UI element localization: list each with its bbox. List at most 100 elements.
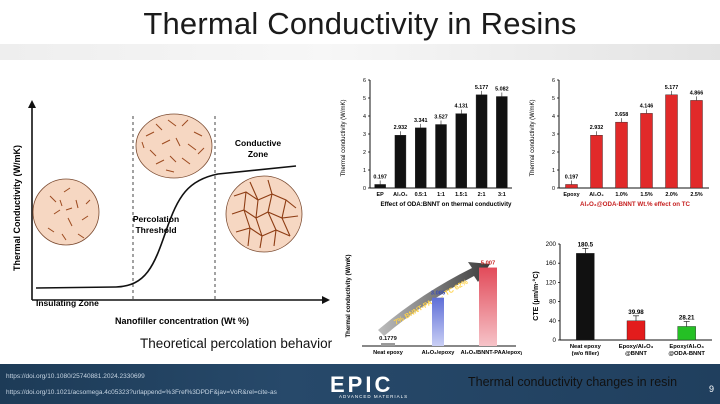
svg-wt-data-label: 4.866 [690, 90, 704, 96]
chart-gradient-category-label: Al₂O₃/BNNT-PAA/epoxy [461, 350, 522, 356]
svg-ratio-category-label: 0.5:1 [415, 192, 427, 198]
zone-conductive-label-1: Conductive [235, 138, 282, 148]
svg-wt-bar [690, 100, 703, 189]
svg-ratio-category-label: 2:1 [478, 192, 486, 198]
svg-ratio-bar [475, 94, 488, 189]
chart-cte-ytick-label: 0 [553, 337, 557, 344]
chart-cte-bar [677, 326, 696, 341]
cte-caption: Thermal conductivity changes in resin [468, 375, 678, 389]
svg-ratio-category-label: 1:1 [437, 192, 445, 198]
svg-wt-data-label: 0.197 [565, 174, 579, 180]
percolation-curve [35, 165, 297, 289]
svg-wt-category-label: 1.5% [640, 192, 652, 198]
footer-bar [0, 364, 720, 404]
arrow-annotation: 7% BNNT-PAA → TC 62% [393, 278, 470, 326]
chart-ratio-ylabel: Thermal conductivity (W/mK) [341, 99, 347, 176]
svg-wt-bar [640, 113, 653, 189]
chart-gradient-svg: Thermal conductivity (W/mK) 7% BNNT-PAA … [346, 254, 524, 356]
chart-gradient-category-label: Al₂O₃/epoxy [422, 350, 456, 356]
percolation-caption: Theoretical percolation behavior [140, 336, 333, 351]
chart-cte-category-label: Neat epoxy [570, 344, 602, 350]
svg-wt-data-label: 5.177 [665, 85, 679, 91]
x-axis-arrow-icon [322, 296, 330, 304]
chart-cte-svg: CTE (μm/m·°C) 0 40 80 120 160 200 180.5 Neat ep… [532, 241, 712, 357]
percolation-diagram: Insulating Zone Percolation Threshold Co… [6, 96, 334, 334]
svg-ratio-data-label: 4.131 [455, 104, 469, 110]
svg-ratio-ytick-label: 4 [363, 114, 366, 120]
title-banner [0, 44, 720, 60]
svg-ratio-ytick-label: 0 [363, 186, 366, 192]
svg-wt-ytick-label: 3 [552, 132, 555, 138]
chart-gradient-data-label: 0.1779 [379, 336, 398, 342]
chart-cte-ytick-label: 120 [546, 279, 557, 286]
chart-gradient: Thermal conductivity (W/mK) 7% BNNT-PAA … [340, 238, 524, 364]
insulating-fillers [47, 187, 91, 241]
svg-wt-category-label: Al₂O₃ [589, 192, 604, 198]
chart-cte-ytick-label: 200 [546, 241, 557, 248]
percolation-sample-circle [135, 113, 213, 179]
epic-logo: EPIC [330, 372, 394, 397]
svg-wt-ytick-label: 5 [552, 96, 555, 102]
slide-title: Thermal Conductivity in Resins [143, 6, 577, 41]
chart-cte-ytick-label: 80 [549, 299, 556, 306]
svg-wt-ytick-label: 1 [552, 168, 555, 174]
svg-ratio-ytick-label: 2 [363, 150, 366, 156]
svg-wt-bar [590, 135, 603, 189]
chart-cte-ytick-label: 160 [546, 260, 557, 267]
chart-wt-svg: Thermal conductivity (W/mK) Al₂O₃@ODA-BN… [530, 78, 709, 208]
svg-ratio-category-label: 3:1 [498, 192, 506, 198]
svg-wt-bar [615, 121, 628, 189]
chart-gradient-data-label: 3.085 [431, 291, 446, 297]
svg-wt-bar [665, 94, 678, 189]
svg-wt-category-label: 2.0% [665, 192, 677, 198]
chart-cte-category-label: Epoxy/Al₂O₃ [619, 344, 654, 350]
chart-cte-category-label-2: @ODA-BNNT [668, 351, 705, 357]
svg-wt-ytick-label: 2 [552, 150, 555, 156]
svg-ratio-data-label: 3.527 [434, 115, 448, 121]
chart-gradient-bar [432, 297, 444, 346]
epic-logo-subtitle: ADVANCED MATERIALS [339, 394, 409, 399]
insulating-sample-circle [32, 178, 100, 246]
conductive-network [231, 179, 299, 249]
chart-cte-category-label-2: @BNNT [625, 351, 647, 357]
svg-ratio-bar [435, 124, 447, 189]
y-axis-arrow-icon [28, 100, 36, 108]
zone-percolation-label-1: Percolation [133, 214, 179, 224]
svg-ratio-bar [496, 96, 508, 189]
svg-wt-category-label: 2.5% [690, 192, 702, 198]
reference-link-1[interactable]: https://doi.org/10.1080/25740881.2024.23… [6, 373, 145, 380]
svg-wt-data-label: 4.146 [640, 103, 654, 109]
svg-ratio-ytick-label: 3 [363, 132, 366, 138]
svg-ratio-ytick-label: 5 [363, 96, 366, 102]
chart-ratio-xlabel: Effect of ODA:BNNT on thermal conductivi… [381, 201, 513, 208]
svg-wt-category-label: Epoxy [563, 192, 579, 198]
zone-insulating-label: Insulating Zone [36, 298, 99, 308]
chart-cte-data-label: 180.5 [578, 241, 594, 248]
chart-ratio: Thermal conductivity (W/mK) Effect of OD… [336, 72, 516, 212]
chart-cte-bar [576, 253, 595, 341]
page-number: 9 [708, 384, 714, 394]
percolation-xlabel: Nanofiller concentration (Wt %) [115, 316, 249, 326]
svg-wt-ytick-label: 4 [552, 114, 555, 120]
chart-ratio-svg: Thermal conductivity (W/mK) Effect of OD… [341, 78, 513, 208]
svg-ratio-ytick-label: 6 [363, 78, 366, 84]
svg-wt-ytick-label: 0 [552, 186, 555, 192]
chart-cte-data-label: 39.98 [628, 309, 644, 316]
svg-wt-data-label: 2.932 [590, 125, 604, 131]
svg-ratio-data-label: 2.932 [394, 125, 408, 131]
reference-link-2[interactable]: https://doi.org/10.1021/acsomega.4c05323… [6, 389, 277, 396]
zone-percolation-label-2: Threshold [135, 225, 176, 235]
svg-wt-ytick-label: 6 [552, 78, 555, 84]
svg-ratio-data-label: 5.177 [475, 85, 489, 91]
chart-gradient-bar [381, 343, 395, 346]
svg-ratio-bar [394, 135, 407, 189]
chart-cte: CTE (μm/m·°C) 0 40 80 120 160 200 180.5 Neat ep… [530, 236, 716, 366]
chart-gradient-ylabel: Thermal conductivity (W/mK) [346, 254, 352, 337]
svg-ratio-bar [374, 184, 386, 189]
chart-wt-ylabel: Thermal conductivity (W/mK) [530, 99, 536, 176]
chart-wt: Thermal conductivity (W/mK) Al₂O₃@ODA-BN… [525, 72, 715, 212]
svg-ratio-ytick-label: 1 [363, 168, 366, 174]
chart-wt-xlabel: Al₂O₃@ODA-BNNT Wt.% effect on TC [580, 201, 690, 208]
chart-cte-ytick-label: 40 [549, 318, 556, 325]
chart-cte-category-label: Epoxy/Al₂O₃ [669, 344, 704, 350]
